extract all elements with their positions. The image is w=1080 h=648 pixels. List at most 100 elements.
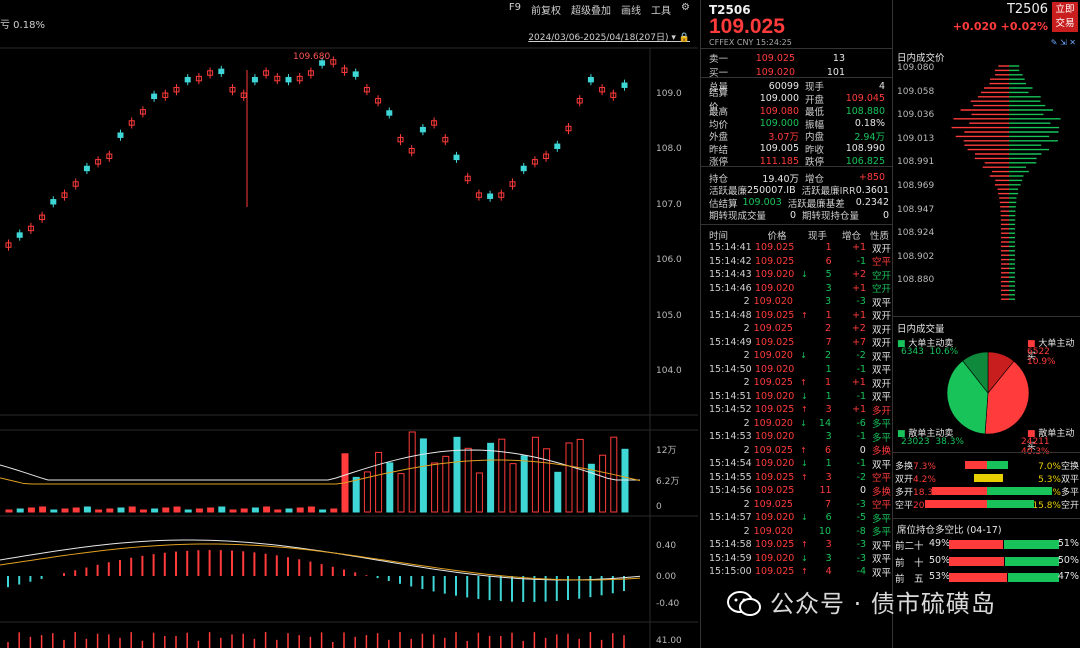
- big-sell-count: 6343: [901, 347, 924, 357]
- flow-right-type: 双平: [1060, 475, 1079, 485]
- volume-bar: [72, 507, 80, 513]
- tick-nature: 多换: [871, 486, 891, 498]
- tick-time: 15:14:48: [709, 309, 752, 321]
- toolbar-overlay[interactable]: 超级叠加: [571, 6, 612, 17]
- amplitude-label: 亏 0.18%: [0, 20, 45, 31]
- tick-time: 15:14:50: [709, 363, 752, 375]
- lock-icon: 🔒: [678, 33, 690, 43]
- tick-row: 15:14:41 109.025 1 +1 双开: [709, 241, 891, 255]
- candle-body: [498, 192, 505, 198]
- candle-body: [531, 159, 538, 165]
- tick-row: 15:14:53 109.020 3 -1 多平: [709, 430, 891, 444]
- small-sell-pct: 38.3%: [935, 437, 964, 447]
- toolbar-tools[interactable]: 工具: [651, 6, 672, 17]
- candle-body: [520, 165, 527, 172]
- candle-body: [229, 86, 236, 93]
- candle-body: [442, 136, 449, 143]
- volume-bar: [453, 436, 461, 513]
- volume-bar: [475, 472, 483, 513]
- big-buy-pct: 10.9%: [1027, 357, 1056, 367]
- tick-price: 109.020: [755, 458, 795, 469]
- volume-profile-chart: [951, 65, 1061, 300]
- quote-value: 109.005: [759, 143, 799, 154]
- quote-label: 内盘: [805, 132, 825, 143]
- quote-row: 昨结 109.005 昨收 108.990: [709, 143, 889, 156]
- tick-nature: 双开: [871, 311, 891, 322]
- tick-oi-change: -3: [856, 296, 866, 307]
- kline-chart[interactable]: [0, 0, 698, 648]
- candle-body: [61, 192, 68, 198]
- flow-row: 空平20.6%15.8%空开: [893, 498, 1080, 511]
- tick-row: 15:14:51 109.020 ↓ 1 -1 双平: [709, 390, 891, 404]
- tick-volume: 3: [825, 471, 832, 483]
- long-bar: [949, 573, 1008, 582]
- tick-row: 15:14:50 109.020 1 -1 双平: [709, 363, 891, 377]
- analysis-panel: T2506 立即交易 +0.020 +0.02% ✎ ⇲ ✕ 日内成交价 109…: [892, 0, 1080, 648]
- toolbar-adjust[interactable]: 前复权: [531, 6, 562, 17]
- vol-axis-label: 0: [656, 502, 662, 512]
- tick-price: 109.020: [755, 363, 795, 375]
- trade-now-button[interactable]: 立即交易: [1052, 2, 1078, 32]
- quote-label: 活跃最廉基差: [787, 198, 845, 210]
- position-ratio-row: 前 十 50% 50%: [893, 555, 1080, 569]
- gear-icon[interactable]: ⚙: [681, 2, 690, 13]
- positions-title: 席位持仓多空比 (04-17): [897, 525, 1002, 536]
- volume-bar: [386, 462, 394, 513]
- panel-icons[interactable]: ✎ ⇲ ✕: [1050, 38, 1076, 47]
- tick-oi-change: -1: [856, 390, 867, 402]
- quote-label: 活跃最廉IRR: [801, 186, 856, 197]
- tick-oi-change: -1: [856, 363, 867, 375]
- quote-value: 109.000: [759, 118, 799, 129]
- tick-volume: 6: [824, 444, 832, 456]
- volume-bar: [565, 442, 573, 513]
- tick-price: 109.020: [753, 525, 793, 537]
- candle-body: [117, 132, 124, 138]
- toolbar-draw[interactable]: 画线: [621, 6, 642, 17]
- date-range-selector[interactable]: 2024/03/06-2025/04/18(207日) ▾ 🔒: [528, 30, 690, 43]
- volume-bar: [464, 447, 472, 513]
- tick-time: 15:14:58: [709, 539, 752, 550]
- candle-body: [95, 159, 102, 165]
- small-buy-value: 24211 40.3%: [1021, 437, 1080, 457]
- tick-arrow: ↑: [800, 378, 807, 387]
- volume-bar: [554, 471, 562, 513]
- tick-oi-change: -8: [856, 525, 866, 537]
- tick-time: 2: [743, 296, 750, 307]
- toolbar-f9[interactable]: F9: [508, 2, 522, 13]
- candle-body: [240, 92, 247, 98]
- tick-price: 109.025: [755, 566, 795, 577]
- flow-right-bar: [987, 500, 1035, 508]
- flow-row: 多开18.3%21.5%多平: [893, 485, 1080, 498]
- tick-nature: 多平: [871, 419, 891, 430]
- volume-bar: [128, 506, 136, 513]
- candle-body: [162, 92, 169, 98]
- volume-ma-line-2: [0, 459, 641, 485]
- tick-nature: 双开: [871, 338, 891, 349]
- tick-arrow: ↑: [800, 567, 808, 576]
- flow-left-bar: [925, 500, 987, 508]
- tick-table-header: 时间 价格 现手 增仓 性质: [709, 228, 889, 242]
- flow-right-label: 5.3%双平: [1038, 472, 1079, 485]
- quote-label: 持仓: [709, 173, 729, 185]
- flow-right-pct: 5.3%: [1038, 475, 1061, 485]
- header-symbol: T2506: [1006, 2, 1048, 17]
- volume-bar: [531, 436, 539, 513]
- tick-time: 15:14:46: [709, 282, 752, 294]
- volume-bar: [240, 508, 248, 513]
- short-pct: 47%: [1057, 571, 1079, 582]
- tick-oi-change: +2: [852, 269, 867, 280]
- divider: [893, 452, 1080, 453]
- chart-area[interactable]: F9 前复权 超级叠加 画线 工具 ⚙ 亏 0.18% 2024/03/06-2…: [0, 0, 698, 648]
- small-buy-legend: ■ 散单主动买: [1027, 429, 1075, 452]
- flow-left-pct: 7.3%: [913, 462, 936, 472]
- ask-price: 109.025: [755, 52, 795, 64]
- tick-arrow: ↓: [800, 351, 807, 360]
- candle-body: [621, 82, 628, 88]
- divider: [893, 518, 1080, 519]
- volume-bar: [487, 442, 495, 513]
- flow-left-type: 空平: [895, 501, 914, 511]
- candle-body: [16, 232, 23, 238]
- candle-body: [184, 76, 191, 83]
- tick-oi-change: -1: [856, 458, 867, 469]
- tick-volume: 3: [825, 431, 832, 442]
